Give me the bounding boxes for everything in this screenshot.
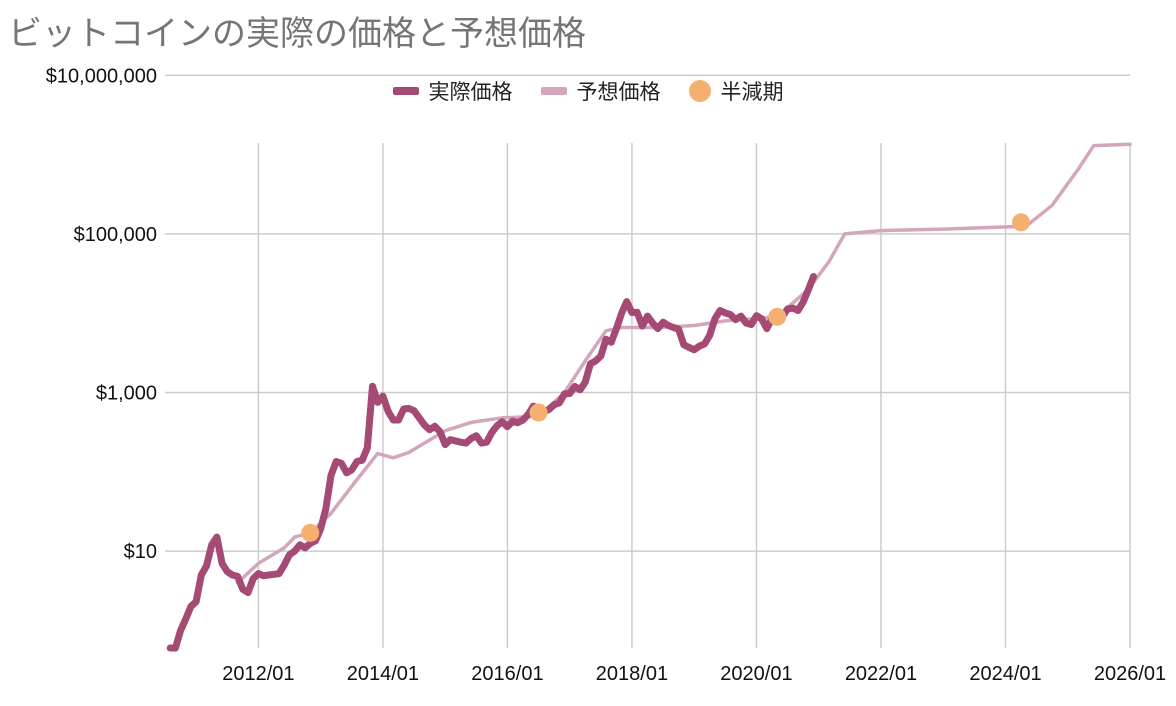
halving-point-2[interactable]: [768, 307, 787, 326]
tick-layer: $10 $1,000 $100,000 $10,000,000 2012/01 2014/…: [46, 65, 1166, 685]
series-layer: [166, 142, 1132, 652]
legend-label-forecast: 予想価格: [576, 80, 661, 104]
x-tick-label-6: 2024/01: [969, 663, 1041, 685]
series-line-forecast: [235, 142, 1132, 585]
x-tick-label-7: 2026/01: [1094, 663, 1166, 685]
x-tick-label-4: 2020/01: [720, 663, 792, 685]
legend-label-actual: 実際価格: [428, 80, 513, 104]
legend-label-halving: 半減期: [720, 80, 784, 104]
legend-swatch-forecast: [540, 87, 567, 95]
halving-point-1[interactable]: [529, 403, 548, 422]
legend-swatch-halving: [688, 80, 711, 102]
legend-item-forecast[interactable]: 予想価格: [540, 76, 661, 106]
y-tick-label-0: $10: [124, 541, 157, 563]
halving-point-3[interactable]: [1012, 213, 1031, 232]
legend: 実際価格 予想価格 半減期: [0, 76, 1176, 106]
x-tick-label-1: 2014/01: [347, 663, 419, 685]
halving-point-0[interactable]: [301, 523, 320, 542]
y-tick-label-2: $100,000: [74, 224, 157, 246]
legend-item-halving[interactable]: 半減期: [688, 76, 784, 106]
x-tick-label-0: 2012/01: [222, 663, 294, 685]
x-tick-label-5: 2022/01: [845, 663, 917, 685]
y-tick-label-1: $1,000: [96, 382, 157, 404]
x-tick-label-3: 2018/01: [596, 663, 668, 685]
grid-layer: [165, 74, 1131, 648]
marker-layer: [301, 213, 1031, 542]
legend-item-actual[interactable]: 実際価格: [392, 76, 513, 106]
x-tick-label-2: 2016/01: [471, 663, 543, 685]
series-line-actual: [166, 273, 817, 652]
legend-swatch-actual: [392, 87, 419, 95]
chart-title: ビットコインの実際の価格と予想価格: [8, 14, 586, 54]
y-tick-label-3: $10,000,000: [46, 65, 157, 87]
